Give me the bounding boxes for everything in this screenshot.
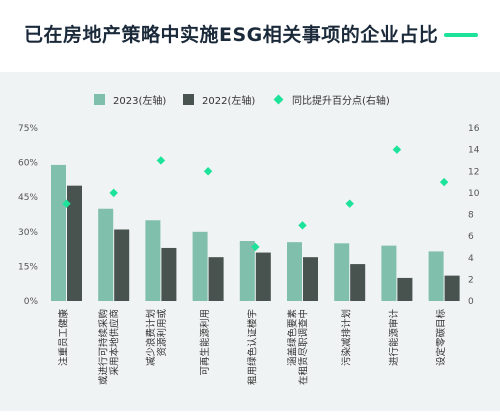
yoy-marker: [109, 188, 118, 198]
right-axis-tick-label: 8: [468, 211, 474, 221]
right-axis-tick-label: 14: [468, 146, 480, 156]
bar-2022: [397, 277, 413, 301]
yoy-marker: [156, 156, 166, 165]
bar-2023: [381, 245, 397, 301]
left-axis-tick-label: 60%: [18, 159, 38, 169]
yoy-marker: [345, 199, 354, 208]
x-axis-label: 采用本地供应商: [109, 309, 121, 376]
right-axis-ticks: 0 2 4 6 8 10 12 14 16: [468, 124, 480, 307]
x-axis-label: 设定零碳目标: [435, 309, 447, 367]
left-axis-tick-label: 75%: [18, 124, 38, 134]
legend-label-2023: 2023(左轴): [113, 94, 166, 107]
bar-2023: [145, 220, 161, 301]
bar-2023: [239, 241, 255, 301]
right-axis-tick-label: 16: [468, 124, 480, 134]
x-axis-label: 注重员工健康: [58, 309, 70, 367]
x-axis-label: 或进行可持续采购: [98, 309, 110, 385]
right-axis-tick-label: 6: [468, 232, 474, 242]
x-axis-label: 租用绿色认证楼宇: [246, 309, 258, 385]
bar-2023: [51, 164, 66, 301]
bar-2023: [192, 231, 208, 301]
right-axis-tick-label: 10: [468, 189, 480, 199]
left-axis-tick-label: 15%: [18, 262, 38, 272]
left-axis-tick-label: 30%: [18, 228, 38, 238]
x-axis-label: 污染减排计划: [341, 309, 353, 366]
legend-marker-yoy: [273, 94, 284, 105]
x-axis-label: 涵盖绿色要素: [287, 309, 299, 367]
bar-2022: [303, 257, 318, 301]
x-axis-label: 可再生能源利用: [199, 309, 211, 376]
left-axis-ticks: 0% 15% 30% 45% 60% 75%: [18, 124, 38, 307]
yoy-marker: [392, 145, 402, 154]
legend-swatch-2023: [94, 94, 105, 105]
chart-panel: 2023(左轴) 2022(左轴) 同比提升百分点(右轴) 0% 15% 30% 45% 6…: [0, 72, 500, 411]
left-axis-tick-label: 0%: [24, 297, 39, 307]
chart: 2023(左轴) 2022(左轴) 同比提升百分点(右轴) 0% 15% 30% 45% 6…: [18, 94, 480, 386]
right-axis-tick-label: 0: [468, 297, 474, 307]
bar-2022: [444, 275, 460, 301]
legend-label-yoy: 同比提升百分点(右轴): [292, 94, 390, 107]
bar-2022: [255, 252, 271, 301]
x-axis-label: 资源利用或: [156, 309, 168, 357]
legend-swatch-2022: [183, 94, 194, 105]
right-axis-tick-label: 12: [468, 167, 479, 177]
bar-2023: [98, 208, 114, 301]
x-axis-label: 在租赁尽职调查中: [298, 309, 310, 385]
bar-2023: [428, 251, 444, 301]
legend: 2023(左轴) 2022(左轴) 同比提升百分点(右轴): [94, 94, 390, 107]
bar-2022: [67, 185, 82, 301]
title-accent-bar: [444, 33, 478, 37]
bar-2022: [208, 257, 224, 301]
bars: [51, 164, 460, 301]
bar-2022: [350, 264, 366, 301]
yoy-marker: [298, 221, 307, 230]
bar-2022: [114, 229, 130, 301]
bar-2023: [287, 242, 302, 301]
bar-2023: [334, 243, 350, 301]
x-axis-label: 进行能源审计: [388, 309, 400, 367]
yoy-marker: [203, 167, 213, 176]
title-bar: 已在房地产策略中实施ESG相关事项的企业占比: [0, 0, 500, 70]
yoy-marker: [439, 177, 449, 187]
right-axis-tick-label: 4: [468, 254, 474, 264]
yoy-markers: [62, 145, 449, 252]
x-axis-label: 减少浪费计划: [145, 309, 157, 366]
bar-2022: [161, 247, 177, 301]
left-axis-tick-label: 45%: [18, 193, 38, 203]
legend-label-2022: 2022(左轴): [202, 94, 255, 107]
right-axis-tick-label: 2: [468, 275, 474, 285]
page-title: 已在房地产策略中实施ESG相关事项的企业占比: [24, 24, 439, 46]
